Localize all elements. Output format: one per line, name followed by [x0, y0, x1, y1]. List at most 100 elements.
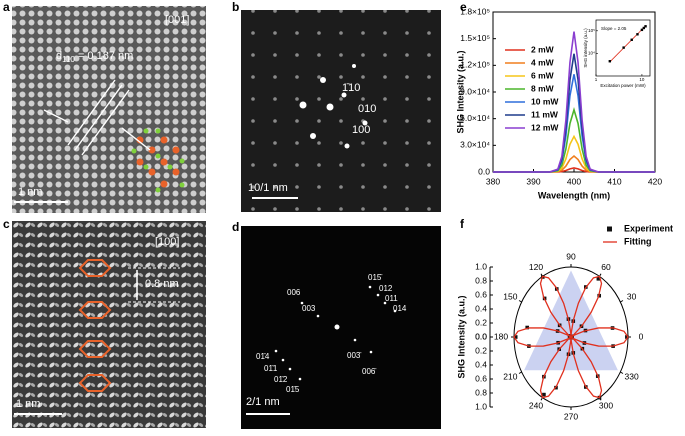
spot-label: 01̄5: [286, 385, 300, 394]
series-line: [493, 31, 655, 173]
theta-tick-label: 30: [627, 291, 637, 301]
legend-label: Fitting: [624, 236, 652, 246]
r-tick-label: 0.4: [475, 303, 487, 313]
theta-tick: [518, 371, 522, 374]
theta-tick: [620, 300, 624, 303]
diffraction-spots: [252, 64, 368, 199]
spot-label: 010: [358, 103, 376, 115]
data-point: [608, 60, 612, 63]
y-tick-label: 10⁴: [588, 51, 595, 56]
data-point: [636, 33, 639, 36]
theta-tick: [620, 371, 624, 374]
d-symbol: d: [56, 50, 62, 62]
panel-label: b: [232, 0, 239, 14]
zone-axis: [100]: [155, 236, 179, 248]
diffraction-spots: [246, 285, 397, 415]
x-tick-label: 390: [526, 176, 540, 186]
data-point: [525, 325, 530, 330]
r-tick-label: 0.6: [475, 289, 487, 299]
x-tick-label: 420: [648, 176, 662, 186]
x-tick-label: 380: [486, 176, 500, 186]
theta-tick-label: 0: [639, 331, 644, 341]
diffraction-image: [241, 10, 441, 212]
spot-label: 01̄1: [264, 364, 278, 373]
y-tick-label: 6.0×10⁴: [460, 113, 490, 123]
scale-bar-label: 10/1 nm: [248, 182, 288, 194]
spot-label: 1̄10: [342, 82, 360, 94]
theta-tick-label: 60: [601, 262, 611, 272]
legend-label: 2 mW: [531, 44, 555, 54]
r-tick-label: 0.2: [475, 345, 487, 355]
y-tick-label: 1.2×10⁵: [460, 60, 490, 70]
spacing-label: 0.8 nm: [145, 278, 179, 290]
spot-label: 012: [379, 284, 393, 293]
r-tick-label: 0.0: [475, 331, 487, 341]
legend-label: 4 mW: [531, 57, 555, 67]
x-tick-label: 1: [595, 77, 598, 82]
theta-tick-label: 270: [564, 411, 578, 421]
legend-label: Experiment: [624, 223, 673, 233]
data-point: [513, 335, 518, 339]
theta-tick-label: 300: [599, 401, 613, 411]
legend-label: 12 mW: [531, 122, 559, 132]
spot-label: 003: [302, 304, 316, 313]
spot-label: 003̄: [347, 351, 362, 360]
diffraction-image: [241, 226, 441, 429]
d-index: 110: [62, 55, 75, 64]
d-value: = 0.187 nm: [75, 50, 133, 62]
fit-curve: [513, 275, 629, 399]
spot-label: 011: [385, 294, 398, 303]
spot-label: 006: [287, 288, 301, 297]
y-tick-label: 0.0: [478, 166, 490, 176]
legend-label: 6 mW: [531, 70, 555, 80]
y-tick-label: 3.0×10⁴: [460, 140, 490, 150]
spot-label: 014: [393, 304, 407, 313]
legend-label: 11 mW: [531, 109, 559, 119]
r-tick-label: 0.8: [475, 275, 487, 285]
panel-label: c: [3, 217, 10, 231]
y-tick-label: 1.5×10⁵: [460, 33, 490, 43]
r-tick-label: 0.4: [475, 359, 487, 369]
y-axis-label: SHG intensity (a.u.): [583, 28, 588, 68]
data-point: [625, 335, 629, 339]
r-tick-label: 0.6: [475, 373, 487, 383]
r-tick-label: 1.0: [475, 261, 487, 271]
x-tick-label: 400: [567, 176, 581, 186]
scale-bar-label: 1 nm: [18, 186, 42, 198]
theta-tick: [518, 300, 522, 303]
spot-label: 006̄: [362, 367, 377, 376]
y-axis-label: SHG Intensity (a.u.): [456, 295, 466, 378]
y-axis-label: SHG Intensity (a.u.): [455, 50, 465, 133]
theta-tick-label: 150: [503, 291, 517, 301]
theta-tick-label: 210: [503, 371, 517, 381]
spacing-marker: [14, 267, 180, 415]
data-point: [596, 277, 601, 281]
data-point: [642, 26, 646, 30]
y-tick-label: 10⁵: [588, 28, 595, 33]
spot-label: 01̄4: [256, 352, 270, 361]
d-spacing: d110 = 0.187 nm: [56, 50, 133, 64]
annotation: Slope = 2.05: [601, 26, 627, 31]
panel-label: d: [232, 220, 239, 234]
shaded-region: [524, 270, 618, 371]
theta-tick-label: 90: [566, 251, 576, 261]
scale-bar-label: 2/1 nm: [246, 396, 280, 408]
data-point: [622, 46, 625, 49]
series-line: [493, 134, 655, 173]
x-tick-label: 10: [639, 77, 645, 82]
r-tick-label: 1.0: [475, 401, 487, 411]
x-axis-label: Excitation power (mW): [600, 83, 646, 88]
y-tick-label: 9.0×10⁴: [460, 86, 490, 96]
y-tick-label: 1.8×10⁵: [460, 6, 490, 16]
theta-tick-label: 240: [529, 401, 543, 411]
theta-tick-label: 120: [529, 262, 543, 272]
theta-tick-label: 330: [625, 371, 639, 381]
legend-swatch: [607, 226, 612, 232]
tem-image: [12, 221, 206, 428]
series-line: [493, 106, 655, 173]
zone-axis: [001]: [165, 14, 189, 26]
data-point: [542, 392, 546, 397]
legend-label: 10 mW: [531, 96, 559, 106]
tem-image: [12, 6, 206, 213]
